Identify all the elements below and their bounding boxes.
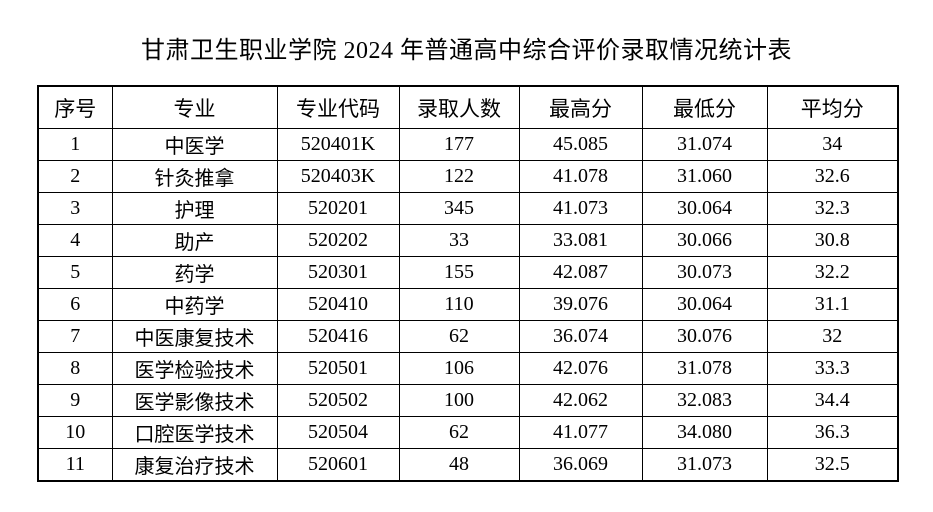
cell-min-score: 31.074 — [641, 128, 768, 161]
cell-min-score: 34.080 — [641, 416, 768, 449]
header-major: 专业 — [111, 85, 278, 129]
cell-max-score: 42.076 — [518, 352, 643, 385]
cell-max-score: 33.081 — [518, 224, 643, 257]
cell-min-score: 31.078 — [641, 352, 768, 385]
cell-serial-number: 11 — [37, 448, 113, 482]
table-row: 5 药学 520301 155 42.087 30.073 32.2 — [37, 256, 899, 289]
cell-major: 针灸推拿 — [111, 160, 278, 193]
cell-max-score: 41.077 — [518, 416, 643, 449]
cell-major: 医学检验技术 — [111, 352, 278, 385]
header-max-score: 最高分 — [518, 85, 643, 129]
header-serial-number: 序号 — [37, 85, 113, 129]
cell-max-score: 36.069 — [518, 448, 643, 482]
cell-min-score: 30.064 — [641, 192, 768, 225]
cell-min-score: 32.083 — [641, 384, 768, 417]
cell-avg-score: 34 — [766, 128, 899, 161]
cell-major: 医学影像技术 — [111, 384, 278, 417]
cell-major: 中医学 — [111, 128, 278, 161]
cell-serial-number: 1 — [37, 128, 113, 161]
cell-min-score: 31.060 — [641, 160, 768, 193]
cell-admitted-count: 100 — [398, 384, 520, 417]
cell-avg-score: 34.4 — [766, 384, 899, 417]
cell-major-code: 520301 — [276, 256, 400, 289]
cell-max-score: 39.076 — [518, 288, 643, 321]
table-row: 3 护理 520201 345 41.073 30.064 32.3 — [37, 192, 899, 225]
table-row: 1 中医学 520401K 177 45.085 31.074 34 — [37, 128, 899, 161]
cell-max-score: 41.078 — [518, 160, 643, 193]
cell-admitted-count: 62 — [398, 416, 520, 449]
cell-admitted-count: 155 — [398, 256, 520, 289]
cell-admitted-count: 345 — [398, 192, 520, 225]
table-row: 9 医学影像技术 520502 100 42.062 32.083 34.4 — [37, 384, 899, 417]
cell-min-score: 30.066 — [641, 224, 768, 257]
cell-serial-number: 8 — [37, 352, 113, 385]
table-row: 4 助产 520202 33 33.081 30.066 30.8 — [37, 224, 899, 257]
table-row: 2 针灸推拿 520403K 122 41.078 31.060 32.6 — [37, 160, 899, 193]
cell-major-code: 520504 — [276, 416, 400, 449]
cell-avg-score: 32.3 — [766, 192, 899, 225]
cell-admitted-count: 110 — [398, 288, 520, 321]
cell-major: 药学 — [111, 256, 278, 289]
table-row: 6 中药学 520410 110 39.076 30.064 31.1 — [37, 288, 899, 321]
cell-serial-number: 2 — [37, 160, 113, 193]
page-title: 甘肃卫生职业学院 2024 年普通高中综合评价录取情况统计表 — [141, 38, 792, 64]
header-avg-score: 平均分 — [766, 85, 899, 129]
header-min-score: 最低分 — [641, 85, 768, 129]
cell-major-code: 520501 — [276, 352, 400, 385]
cell-max-score: 45.085 — [518, 128, 643, 161]
admission-stats-table: 序号 专业 专业代码 录取人数 最高分 最低分 平均分 1 中医学 520401… — [37, 85, 899, 482]
cell-avg-score: 31.1 — [766, 288, 899, 321]
header-major-code: 专业代码 — [276, 85, 400, 129]
cell-serial-number: 7 — [37, 320, 113, 353]
cell-avg-score: 36.3 — [766, 416, 899, 449]
table-row: 11 康复治疗技术 520601 48 36.069 31.073 32.5 — [37, 448, 899, 482]
cell-min-score: 30.073 — [641, 256, 768, 289]
cell-admitted-count: 177 — [398, 128, 520, 161]
cell-major-code: 520410 — [276, 288, 400, 321]
header-admitted-count: 录取人数 — [398, 85, 520, 129]
cell-major: 助产 — [111, 224, 278, 257]
cell-min-score: 31.073 — [641, 448, 768, 482]
cell-major-code: 520401K — [276, 128, 400, 161]
table-row: 8 医学检验技术 520501 106 42.076 31.078 33.3 — [37, 352, 899, 385]
table-row: 10 口腔医学技术 520504 62 41.077 34.080 36.3 — [37, 416, 899, 449]
cell-max-score: 42.062 — [518, 384, 643, 417]
cell-major-code: 520502 — [276, 384, 400, 417]
cell-max-score: 41.073 — [518, 192, 643, 225]
cell-major-code: 520202 — [276, 224, 400, 257]
cell-min-score: 30.076 — [641, 320, 768, 353]
cell-max-score: 36.074 — [518, 320, 643, 353]
cell-major-code: 520416 — [276, 320, 400, 353]
table-header-row: 序号 专业 专业代码 录取人数 最高分 最低分 平均分 — [37, 85, 899, 129]
cell-major: 护理 — [111, 192, 278, 225]
cell-major-code: 520201 — [276, 192, 400, 225]
cell-major: 中医康复技术 — [111, 320, 278, 353]
cell-serial-number: 9 — [37, 384, 113, 417]
cell-admitted-count: 122 — [398, 160, 520, 193]
cell-major: 中药学 — [111, 288, 278, 321]
cell-major-code: 520601 — [276, 448, 400, 482]
cell-admitted-count: 62 — [398, 320, 520, 353]
cell-serial-number: 4 — [37, 224, 113, 257]
cell-admitted-count: 48 — [398, 448, 520, 482]
cell-avg-score: 32.2 — [766, 256, 899, 289]
cell-avg-score: 32.5 — [766, 448, 899, 482]
cell-major-code: 520403K — [276, 160, 400, 193]
cell-serial-number: 5 — [37, 256, 113, 289]
cell-admitted-count: 33 — [398, 224, 520, 257]
cell-serial-number: 3 — [37, 192, 113, 225]
table-row: 7 中医康复技术 520416 62 36.074 30.076 32 — [37, 320, 899, 353]
cell-serial-number: 6 — [37, 288, 113, 321]
cell-max-score: 42.087 — [518, 256, 643, 289]
cell-avg-score: 32 — [766, 320, 899, 353]
cell-min-score: 30.064 — [641, 288, 768, 321]
cell-serial-number: 10 — [37, 416, 113, 449]
cell-admitted-count: 106 — [398, 352, 520, 385]
cell-avg-score: 33.3 — [766, 352, 899, 385]
cell-avg-score: 32.6 — [766, 160, 899, 193]
cell-major: 康复治疗技术 — [111, 448, 278, 482]
cell-major: 口腔医学技术 — [111, 416, 278, 449]
cell-avg-score: 30.8 — [766, 224, 899, 257]
